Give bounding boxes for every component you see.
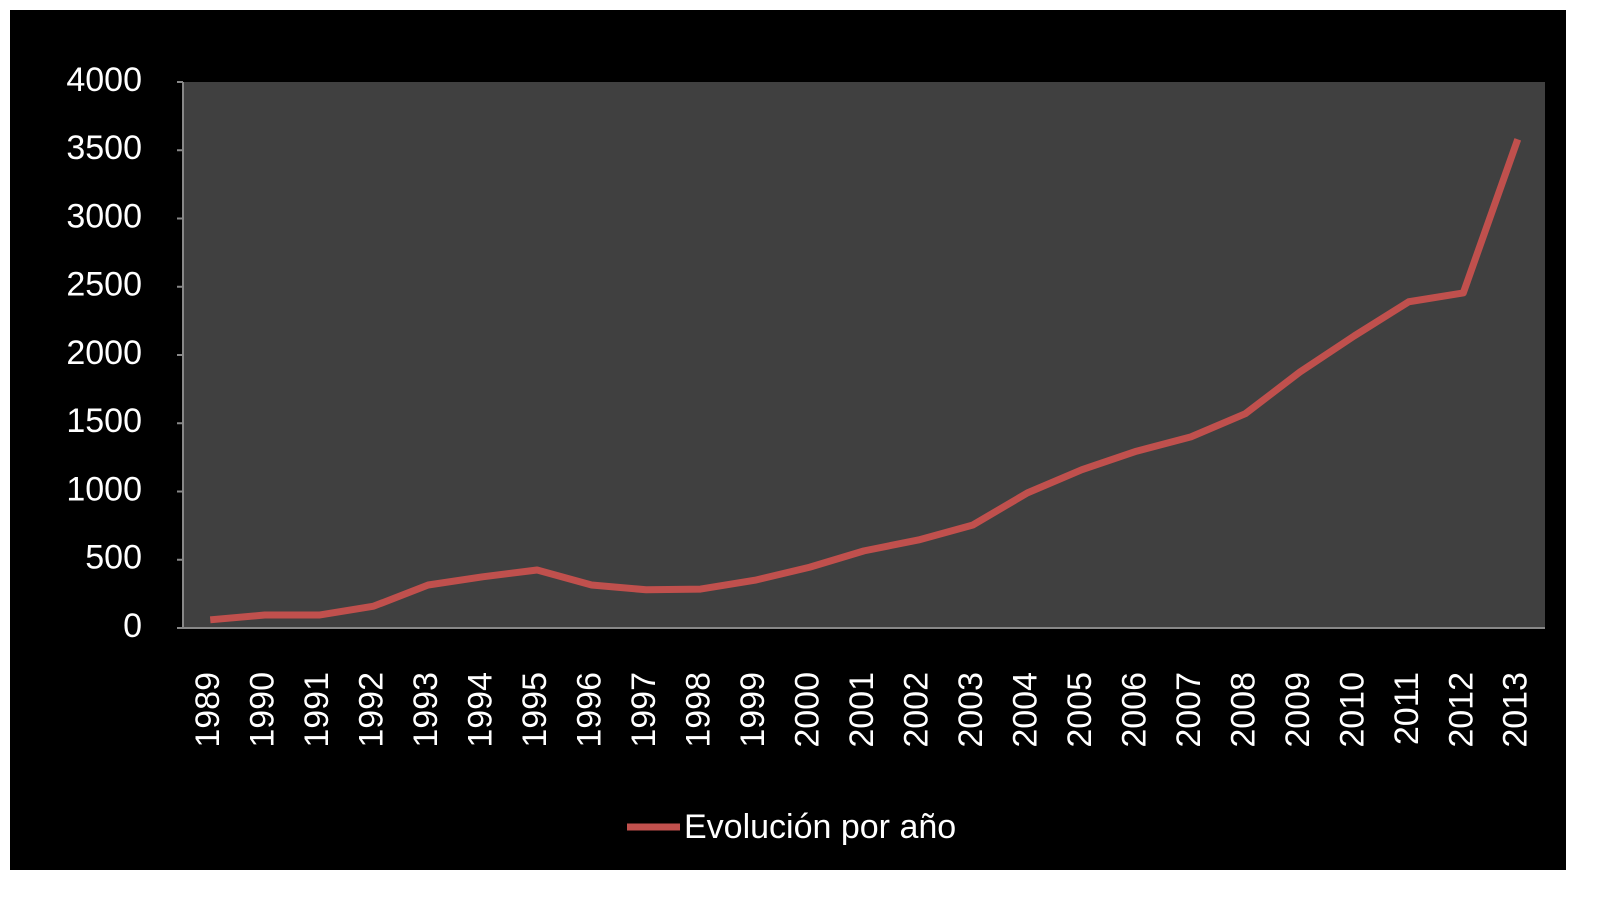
y-tick-label: 3000 (66, 197, 142, 235)
x-tick-label: 1992 (353, 672, 391, 748)
x-tick-label: 2013 (1497, 672, 1535, 748)
x-tick-label: 2007 (1170, 672, 1208, 748)
x-tick-label: 2000 (789, 672, 827, 748)
x-tick-label: 2009 (1279, 672, 1317, 748)
y-tick-label: 1500 (66, 402, 142, 440)
x-tick-label: 1995 (516, 672, 554, 748)
x-tick-label: 1990 (244, 672, 282, 748)
x-tick-label: 2006 (1115, 672, 1153, 748)
x-tick-label: 2001 (843, 672, 881, 748)
y-tick-label: 3500 (66, 129, 142, 167)
y-tick-label: 500 (85, 539, 142, 577)
plot-area (183, 82, 1545, 628)
x-tick-label: 1996 (571, 672, 609, 748)
line-series (209, 138, 1522, 624)
x-tick-label: 2011 (1388, 672, 1426, 745)
x-tick-label: 1994 (462, 672, 500, 748)
x-tick-label: 2012 (1442, 672, 1480, 748)
y-tick-label: 2000 (66, 334, 142, 372)
x-tick-label: 2008 (1224, 672, 1262, 748)
x-tick-label: 2002 (897, 672, 935, 748)
x-tick-label: 1989 (189, 672, 227, 748)
x-tick-label: 2004 (1006, 672, 1044, 748)
y-tick-label: 2500 (66, 266, 142, 304)
x-tick-label: 2010 (1333, 672, 1371, 748)
x-tick-label: 1991 (298, 672, 336, 748)
x-tick-label: 1998 (680, 672, 718, 748)
x-tick-label: 1993 (407, 672, 445, 748)
x-tick-label: 2003 (952, 672, 990, 748)
y-tick-label: 0 (123, 607, 142, 645)
x-tick-label: 2005 (1061, 672, 1099, 748)
y-tick-label: 4000 (66, 61, 142, 99)
y-tick-label: 1000 (66, 470, 142, 508)
legend-label: Evolución por año (684, 808, 956, 846)
x-tick-label: 1999 (734, 672, 772, 748)
x-tick-label: 1997 (625, 672, 663, 748)
